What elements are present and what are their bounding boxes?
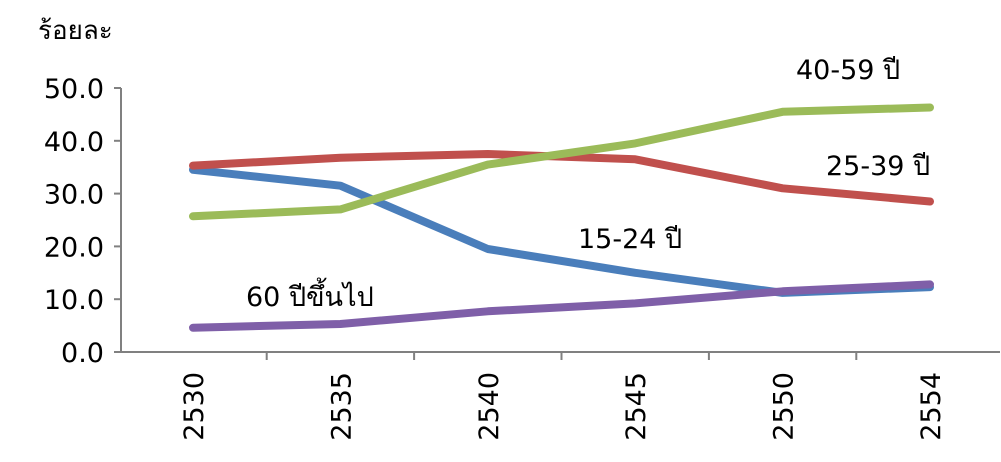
series-lines bbox=[189, 103, 934, 332]
axes bbox=[114, 87, 1000, 360]
y-tick-labels: 0.0 10.0 20.0 30.0 40.0 50.0 bbox=[44, 74, 104, 369]
series-label-2: 40-59 ปี bbox=[796, 55, 900, 86]
series-label-3: 60 ปีขึ้นไป bbox=[246, 277, 374, 313]
series-label-1: 25-39 ปี bbox=[826, 151, 930, 182]
x-tick-labels: 2530 2535 2540 2545 2550 2554 bbox=[179, 372, 947, 441]
series-label-0: 15-24 ปี bbox=[578, 224, 682, 255]
y-tick-label: 10.0 bbox=[44, 285, 104, 316]
series-labels: 15-24 ปี 25-39 ปี 40-59 ปี 60 ปีขึ้นไป bbox=[246, 55, 930, 313]
x-tick-label: 2545 bbox=[621, 372, 652, 441]
x-tick-label: 2540 bbox=[474, 372, 505, 441]
series-line-2 bbox=[189, 103, 934, 221]
x-tick-label: 2554 bbox=[916, 372, 947, 441]
y-axis-title: ร้อยละ bbox=[38, 16, 113, 46]
series-line-3 bbox=[189, 280, 934, 332]
y-tick-label: 0.0 bbox=[61, 338, 104, 369]
y-tick-label: 40.0 bbox=[44, 127, 104, 158]
y-tick-label: 50.0 bbox=[44, 74, 104, 105]
y-tick-label: 20.0 bbox=[44, 232, 104, 263]
x-tick-label: 2530 bbox=[179, 372, 210, 441]
x-tick-label: 2535 bbox=[326, 372, 357, 441]
x-tick-label: 2550 bbox=[769, 372, 800, 441]
y-tick-label: 30.0 bbox=[44, 180, 104, 211]
